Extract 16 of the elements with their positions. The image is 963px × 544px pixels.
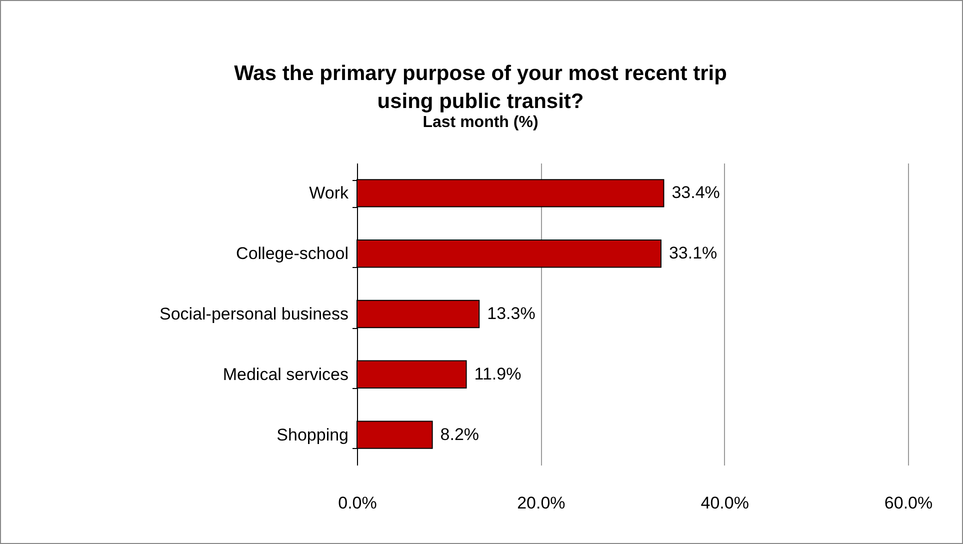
data-label: 11.9% — [474, 364, 522, 384]
y-tick-label: Medical services — [222, 364, 348, 384]
y-tick-label: Shopping — [276, 425, 348, 444]
data-label: 13.3% — [487, 304, 536, 323]
x-tick-label: 20.0% — [517, 494, 566, 512]
y-tick-label: College-school — [236, 244, 348, 264]
data-label: 33.1% — [668, 244, 718, 263]
chart-subtitle: Last month (%) — [422, 114, 538, 131]
data-label: 8.2% — [440, 424, 480, 444]
x-tick-label: 60.0% — [884, 494, 933, 512]
x-tick-label: 0.0% — [338, 494, 377, 512]
data-label: 33.4% — [672, 183, 720, 202]
chart-title: Was the primary purpose of your most recent trip using public transit? — [234, 62, 727, 113]
y-tick-label: Social-personal business — [160, 304, 348, 324]
x-tick-label: 40.0% — [700, 494, 749, 512]
y-tick-label: Work — [309, 184, 349, 203]
